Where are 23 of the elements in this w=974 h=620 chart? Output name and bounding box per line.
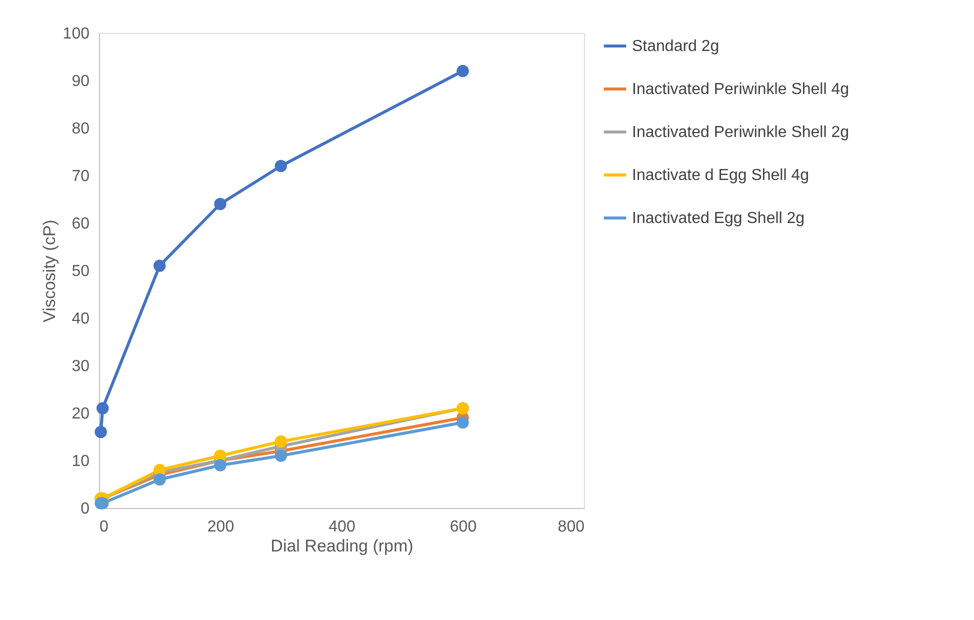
x-tick-label: 0 — [100, 518, 108, 536]
y-tick-label: 40 — [72, 310, 90, 328]
legend-label: Inactivated Periwinkle Shell 2g — [632, 124, 850, 141]
x-tick-label: 400 — [328, 518, 356, 536]
y-tick-label: 50 — [72, 263, 90, 280]
y-tick-label: 20 — [72, 406, 90, 422]
x-tick-label: 200 — [207, 518, 234, 536]
legend-label: Inactivate d Egg Shell 4g — [632, 167, 810, 184]
legend-label: Inactivated Periwinkle Shell 4g — [632, 81, 850, 98]
x-axis-title: Dial Reading (rpm) — [270, 536, 414, 556]
y-tick-label: 70 — [72, 168, 90, 185]
legend-label: Inactivated Egg Shell 2g — [632, 210, 805, 227]
y-tick-label: 0 — [80, 500, 90, 518]
y-tick-label: 90 — [72, 73, 90, 90]
y-tick-label: 30 — [72, 358, 90, 375]
y-tick-label: 60 — [72, 216, 90, 232]
y-tick-label: 100 — [62, 26, 90, 42]
x-tick-label: 800 — [558, 518, 585, 536]
x-tick-label: 600 — [450, 518, 477, 536]
y-tick-label: 10 — [72, 453, 90, 470]
legend-label: Standard 2g — [632, 38, 720, 55]
y-axis-title: Viscosity (cP) — [40, 220, 59, 322]
y-tick-label: 80 — [72, 120, 90, 138]
